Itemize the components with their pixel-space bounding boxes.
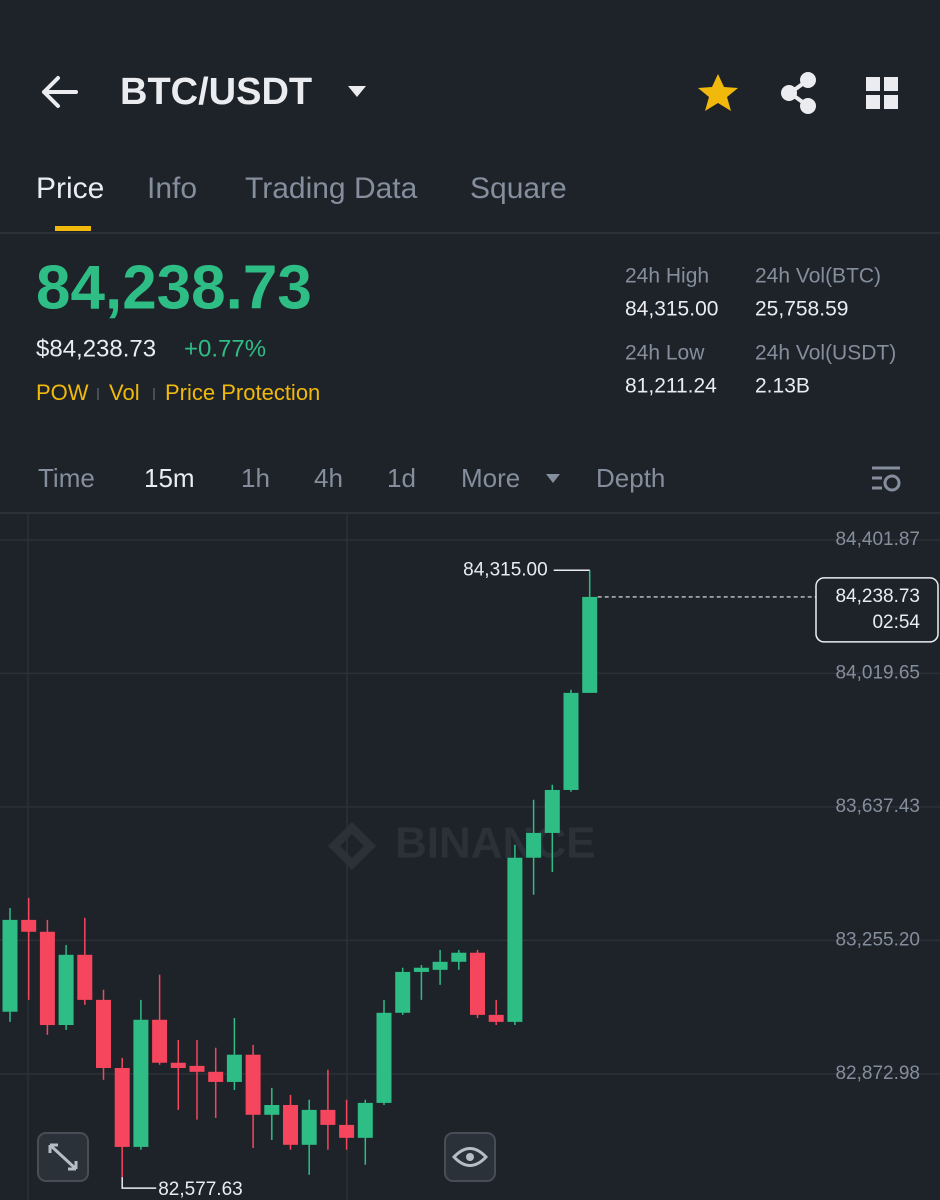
stat-label: 24h Vol(BTC) [755, 265, 881, 288]
candle-body [413, 967, 429, 972]
candle-body [114, 1067, 130, 1147]
grid-cell [884, 77, 898, 91]
candle-body [58, 954, 74, 1026]
usd-price: $84,238.73 [36, 335, 156, 362]
candle-body [189, 1065, 205, 1072]
candle-body [395, 971, 411, 1013]
candle-body [170, 1062, 186, 1068]
countdown-label: 02:54 [872, 612, 920, 633]
share-button[interactable] [781, 72, 816, 114]
stat-value: 25,758.59 [755, 298, 848, 321]
pair-dropdown[interactable] [348, 86, 366, 97]
candle-body [526, 832, 542, 858]
more-caret[interactable] [546, 474, 560, 483]
candle-body [2, 919, 18, 1012]
watermark-logo [328, 822, 376, 870]
y-tick-label: 82,872.98 [835, 1063, 920, 1084]
stat-label: 24h Low [625, 342, 705, 365]
tag[interactable]: POW [36, 380, 89, 405]
grid-cell [884, 95, 898, 109]
share-dot [800, 72, 816, 88]
settings-gear [883, 474, 901, 492]
candle-body [339, 1124, 355, 1138]
low-marker [121, 1177, 157, 1189]
stat-value: 84,315.00 [625, 298, 718, 321]
interval[interactable]: 15m [144, 463, 195, 493]
candle-body [320, 1109, 336, 1125]
y-tick-label: 83,255.20 [835, 929, 920, 950]
candle-body [451, 952, 467, 962]
last-price-tag [815, 577, 939, 643]
share-dot [800, 98, 816, 114]
interval[interactable]: 4h [314, 463, 343, 493]
candle-body [544, 789, 560, 833]
chart-settings[interactable] [872, 466, 901, 492]
candle-body [283, 1105, 298, 1145]
candle-body [226, 1054, 242, 1082]
stat-label: 24h Vol(USDT) [755, 342, 896, 365]
candle-body [563, 692, 579, 790]
watermark: BINANCE [395, 819, 595, 868]
candle-body [470, 952, 485, 1015]
tab[interactable]: Square [470, 172, 567, 205]
price-change: +0.77% [184, 335, 266, 362]
low-label: 82,577.63 [158, 1179, 243, 1200]
candle-body [507, 857, 523, 1022]
candle-body [488, 1014, 504, 1022]
y-tick-label: 83,637.43 [835, 796, 920, 817]
favorite-star[interactable] [698, 74, 738, 111]
candle-body [39, 931, 55, 1026]
grid-cell [866, 77, 880, 91]
expand-icon [48, 1143, 78, 1171]
share-dot [781, 85, 797, 101]
candlestick-chart: BINANCE 84,401.87 84,019.65 83,637.43 83,255… [0, 513, 940, 1200]
tag[interactable]: Price Protection [165, 380, 320, 405]
interval[interactable]: Depth [596, 463, 665, 493]
grid-cell [866, 95, 880, 109]
candle-body [376, 1012, 392, 1103]
interval[interactable]: Time [38, 463, 95, 493]
candle-body [133, 1019, 149, 1147]
interval[interactable]: More [461, 463, 520, 493]
tab[interactable]: Info [147, 172, 197, 205]
y-tick-label: 84,401.87 [835, 529, 920, 550]
tab[interactable]: Price [36, 172, 104, 205]
candle-body [208, 1071, 224, 1082]
tab[interactable]: Trading Data [245, 172, 418, 205]
stat-value: 81,211.24 [625, 375, 717, 398]
candle-body [264, 1105, 280, 1115]
high-label: 84,315.00 [463, 559, 548, 580]
eye-pupil [466, 1153, 474, 1161]
tag[interactable]: Vol [109, 380, 140, 405]
visibility-button[interactable] [444, 1132, 496, 1182]
pair-title[interactable]: BTC/USDT [120, 71, 312, 113]
layout-button[interactable] [866, 77, 898, 109]
candle-body [77, 954, 93, 1000]
eye-icon [451, 1147, 489, 1167]
y-tick-label: 84,019.65 [835, 662, 920, 683]
candle-body [432, 961, 448, 970]
stat-label: 24h High [625, 265, 709, 288]
candle-body [96, 999, 111, 1068]
interval[interactable]: 1d [387, 463, 416, 493]
interval[interactable]: 1h [241, 463, 270, 493]
candle-body [245, 1054, 261, 1115]
back-arrow [42, 76, 78, 108]
tab-indicator [55, 226, 91, 231]
candle-body [301, 1109, 317, 1145]
expand-button[interactable] [37, 1132, 89, 1182]
candle-body [21, 919, 37, 932]
back-button[interactable] [42, 76, 78, 108]
last-price-label: 84,238.73 [835, 586, 920, 607]
stat-value: 2.13B [755, 375, 810, 398]
candle-body [152, 1019, 168, 1063]
candle-body [582, 596, 598, 693]
last-price: 84,238.73 [36, 253, 312, 322]
candle-body [357, 1102, 373, 1138]
